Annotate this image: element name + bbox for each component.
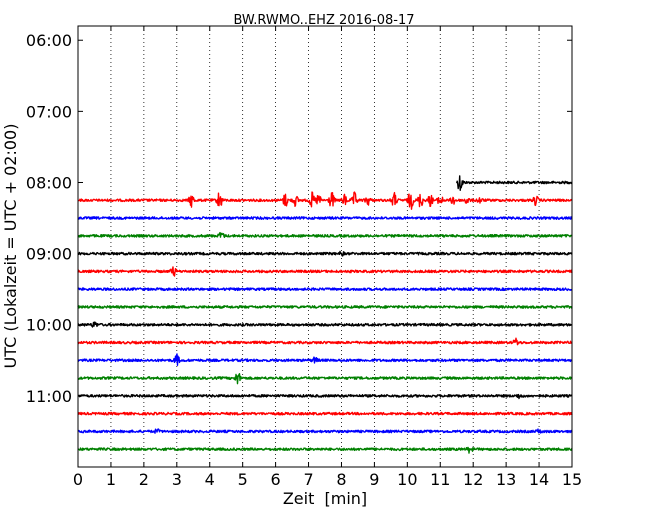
trace-1130 [77,428,573,434]
x-tick-label: 6 [271,470,281,489]
y-tick-label: 06:00 [26,31,72,50]
y-tick-label: 10:00 [26,316,72,335]
trace-0930 [77,287,573,292]
y-axis: 06:00 07:00 08:00 09:00 10:00 11:00 [26,31,572,406]
traces-layer [77,175,573,454]
y-tick-label: 08:00 [26,173,72,192]
x-tick-label: 0 [73,470,83,489]
trace-1145 [77,446,573,454]
y-axis-label: UTC (Lokalzeit = UTC + 02:00) [1,124,20,369]
x-tick-label: 5 [238,470,248,489]
x-tick-label: 4 [205,470,215,489]
trace-0900 [77,250,573,257]
y-tick-label: 09:00 [26,245,72,264]
x-tick-label: 15 [562,470,582,489]
plot-frame [77,25,573,468]
x-axis-label: Zeit [min] [283,489,367,508]
trace-1030 [77,353,573,366]
grid-lines [110,26,540,467]
x-tick-label: 11 [430,470,450,489]
chart-title: BW.RWMO..EHZ 2016-08-17 [233,13,414,28]
y-tick-label: 07:00 [26,102,72,121]
x-tick-label: 9 [369,470,379,489]
x-tick-label: 8 [336,470,346,489]
trace-1015 [77,337,573,346]
x-axis: 0 1 2 3 4 5 6 7 8 9 10 11 12 13 14 15 [73,26,582,489]
x-tick-label: 10 [397,470,417,489]
trace-0815 [77,191,573,210]
trace-1115 [77,411,573,416]
x-tick-label: 14 [529,470,549,489]
x-tick-label: 1 [106,470,116,489]
trace-0915 [77,266,573,277]
trace-1000 [77,321,573,328]
x-tick-label: 2 [139,470,149,489]
x-tick-label: 7 [303,470,313,489]
x-tick-label: 12 [463,470,483,489]
trace-1100 [77,393,573,400]
trace-0945 [77,305,573,309]
y-tick-label: 11:00 [26,387,72,406]
trace-1045 [77,373,573,385]
trace-0800 [456,175,573,191]
trace-0845 [77,231,573,239]
x-tick-label: 3 [172,470,182,489]
x-tick-label: 13 [496,470,516,489]
trace-0830 [77,216,573,220]
